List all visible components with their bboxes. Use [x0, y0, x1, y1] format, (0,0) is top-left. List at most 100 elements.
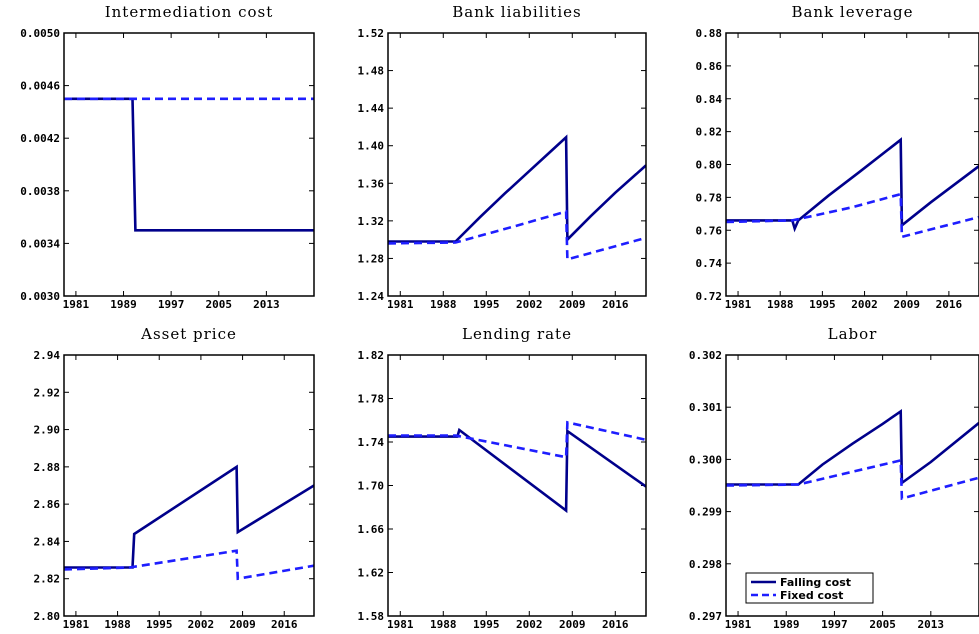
- y-tick-label: 0.301: [689, 401, 722, 414]
- y-tick-label: 2.86: [34, 498, 61, 511]
- x-tick-label: 1988: [430, 298, 457, 311]
- series-line-falling-cost: [64, 97, 314, 232]
- y-tick-label: 2.88: [34, 461, 61, 474]
- x-tick-label: 1981: [387, 298, 414, 311]
- series-line-fixed-cost: [388, 420, 646, 459]
- x-tick-label: 1981: [63, 618, 90, 631]
- y-tick-label: 2.90: [34, 424, 61, 437]
- x-tick-label: 1981: [725, 298, 752, 311]
- series-line-fixed-cost: [726, 192, 979, 239]
- x-tick-label: 1988: [430, 618, 457, 631]
- plot-frame: [63, 32, 315, 297]
- x-tick-label: 1995: [146, 618, 173, 631]
- x-tick-label: 1989: [773, 618, 800, 631]
- panel-title: Intermediation cost: [105, 3, 274, 21]
- x-tick-label: 1997: [821, 618, 848, 631]
- panel-intermediation-cost: Intermediation cost 0.0030 0.0034 0.0038 0.0…: [20, 3, 315, 311]
- x-tick-label: 2016: [602, 298, 629, 311]
- panel-bank-liabilities: Bank liabilities 1.24 1.28 1.32 1.36 1.40 1.44…: [358, 3, 647, 311]
- panel-bank-leverage: Bank leverage 0.72 0.74 0.76 0.78 0.80 0.82 0.8…: [696, 3, 979, 311]
- y-tick-label: 0.0042: [20, 132, 60, 145]
- y-tick-label: 1.62: [358, 567, 385, 580]
- y-tick-label: 0.74: [696, 257, 723, 270]
- legend-label-fixed-cost: Fixed cost: [780, 589, 843, 602]
- y-tick-label: 1.28: [358, 252, 385, 265]
- y-tick-label: 0.298: [689, 558, 722, 571]
- y-tick-label: 0.302: [689, 349, 722, 362]
- plot-frame: [63, 354, 315, 617]
- y-tick-label: 0.299: [689, 506, 722, 519]
- x-tick-label: 2016: [602, 618, 629, 631]
- y-tick-label: 0.0050: [20, 27, 60, 40]
- plot-frame: [387, 32, 647, 297]
- y-tick-label: 1.36: [358, 177, 385, 190]
- y-tick-label: 1.52: [358, 27, 385, 40]
- x-tick-label: 2009: [559, 618, 586, 631]
- series-line-fixed-cost: [726, 458, 979, 501]
- y-tick-label: 0.82: [696, 126, 723, 139]
- y-tick-label: 1.66: [358, 523, 385, 536]
- x-tick-label: 2002: [851, 298, 878, 311]
- panel-lending-rate: Lending rate 1.58 1.62 1.66 1.70 1.74 1.78 1.82…: [358, 325, 647, 631]
- x-tick-label: 2016: [271, 618, 298, 631]
- x-tick-label: 1981: [387, 618, 414, 631]
- x-tick-label: 2009: [559, 298, 586, 311]
- x-tick-label: 2005: [869, 618, 896, 631]
- y-tick-label: 1.58: [358, 610, 385, 623]
- x-tick-label: 1981: [63, 298, 90, 311]
- series-line-fixed-cost: [388, 209, 646, 262]
- y-tick-label: 2.92: [34, 386, 61, 399]
- y-tick-label: 0.300: [689, 453, 722, 466]
- x-tick-label: 1981: [725, 618, 752, 631]
- x-tick-label: 1995: [809, 298, 836, 311]
- panel-title: Bank liabilities: [452, 3, 581, 21]
- plot-frame: [387, 354, 647, 617]
- y-tick-label: 1.32: [358, 215, 385, 228]
- x-tick-label: 1989: [110, 298, 137, 311]
- y-tick-label: 0.0038: [20, 185, 60, 198]
- y-tick-label: 2.84: [34, 535, 61, 548]
- y-tick-label: 0.88: [696, 27, 723, 40]
- y-tick-label: 1.24: [358, 290, 385, 303]
- x-tick-label: 2009: [229, 618, 256, 631]
- y-tick-label: 0.0030: [20, 290, 60, 303]
- series-line-falling-cost: [388, 134, 646, 243]
- series-line-falling-cost: [726, 137, 979, 233]
- y-tick-label: 0.78: [696, 191, 723, 204]
- x-tick-label: 1988: [767, 298, 794, 311]
- x-tick-label: 1995: [473, 618, 500, 631]
- x-tick-label: 1988: [104, 618, 131, 631]
- legend: Falling cost Fixed cost: [745, 572, 874, 604]
- x-tick-label: 2002: [516, 618, 543, 631]
- y-tick-label: 1.44: [358, 102, 385, 115]
- x-tick-label: 1995: [473, 298, 500, 311]
- panels-group: Intermediation cost 0.0030 0.0034 0.0038 0.0…: [20, 3, 979, 631]
- y-tick-label: 0.86: [696, 60, 723, 73]
- y-tick-label: 0.84: [696, 93, 723, 106]
- y-tick-label: 0.80: [696, 159, 723, 172]
- panel-asset-price: Asset price 2.80 2.82 2.84 2.86 2.88 2.90 2.92 2…: [34, 325, 315, 631]
- legend-box: [745, 572, 874, 604]
- x-tick-label: 2005: [206, 298, 233, 311]
- y-tick-label: 1.40: [358, 140, 385, 153]
- plot-frame: [725, 354, 979, 617]
- y-tick-label: 0.297: [689, 610, 722, 623]
- panel-title: Labor: [828, 325, 878, 343]
- series-line-fixed-cost: [64, 549, 314, 581]
- series-line-falling-cost: [726, 408, 979, 486]
- x-tick-label: 2002: [188, 618, 215, 631]
- y-tick-label: 2.80: [34, 610, 61, 623]
- y-tick-label: 2.82: [34, 573, 61, 586]
- panel-title: Asset price: [140, 325, 237, 343]
- panel-title: Lending rate: [462, 325, 572, 343]
- panel-labor: Labor 0.297 0.298 0.299 0.300 0.301 0.302 1981 1…: [689, 325, 979, 631]
- y-tick-label: 0.0034: [20, 237, 60, 250]
- x-tick-label: 2013: [918, 618, 945, 631]
- y-tick-label: 0.0046: [20, 80, 60, 93]
- y-tick-label: 0.72: [696, 290, 723, 303]
- x-tick-label: 1997: [158, 298, 185, 311]
- y-tick-label: 1.48: [358, 65, 385, 78]
- y-tick-label: 1.74: [358, 436, 385, 449]
- x-tick-label: 2013: [253, 298, 280, 311]
